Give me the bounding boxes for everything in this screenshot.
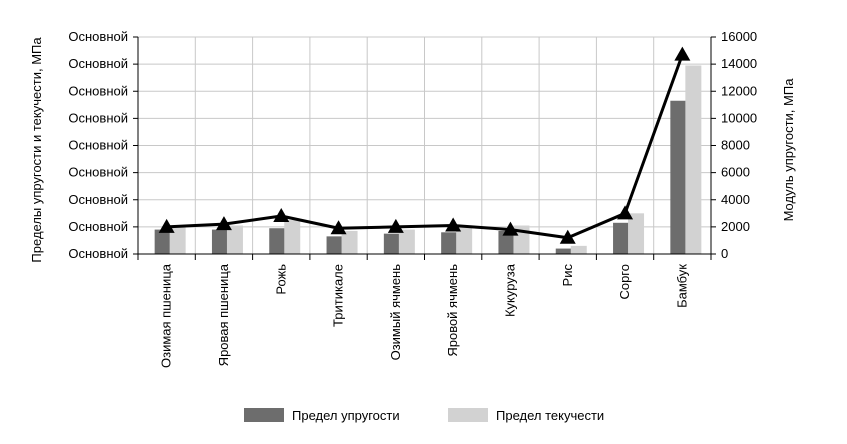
legend-label-elastic-limit: Предел упругости <box>292 408 400 423</box>
bar-elastic-limit <box>441 232 458 254</box>
category-label: Озимая пшеница <box>159 263 174 368</box>
modulus-marker <box>215 216 232 231</box>
category-label: Сорго <box>617 264 632 300</box>
right-tick-label: 8000 <box>721 138 750 153</box>
modulus-marker <box>674 46 691 61</box>
bar-elastic-limit <box>154 229 171 254</box>
bar-yield-strength <box>456 225 473 254</box>
right-tick-label: 10000 <box>721 110 757 125</box>
left-tick-label: Основной <box>68 56 128 71</box>
bar-yield-strength <box>341 230 358 254</box>
modulus-marker <box>158 218 175 233</box>
left-axis-title: Пределы упругости и текучести, МПа <box>29 37 44 263</box>
category-label: Яровой ячмень <box>445 264 460 357</box>
right-tick-label: 6000 <box>721 165 750 180</box>
left-tick-label: Основной <box>68 165 128 180</box>
bar-yield-strength <box>226 225 243 254</box>
modulus-marker <box>387 218 404 233</box>
right-tick-label: 12000 <box>721 83 757 98</box>
category-label: Озимый ячмень <box>388 264 403 361</box>
bar-elastic-limit <box>498 230 515 254</box>
bar-elastic-limit <box>326 236 343 254</box>
bar-elastic-limit <box>211 229 228 254</box>
category-label: Бамбук <box>674 264 689 308</box>
right-tick-label: 14000 <box>721 56 757 71</box>
left-axis-ticks: Основной Основной Основной Основной Основной… <box>68 29 128 261</box>
bar-yield-strength <box>628 213 645 254</box>
bar-elastic-limit <box>555 248 572 254</box>
right-tick-label: 2000 <box>721 219 750 234</box>
modulus-marker <box>559 229 576 244</box>
modulus-marker <box>330 220 347 235</box>
bar-elastic-limit <box>670 100 687 255</box>
category-label: Яровая пшеница <box>216 263 231 366</box>
left-tick-label: Основной <box>68 219 128 234</box>
bar-series <box>154 65 702 255</box>
left-tick-label: Основной <box>68 246 128 261</box>
left-tick-label: Основной <box>68 192 128 207</box>
category-label: Тритикале <box>331 264 346 327</box>
modulus-marker <box>617 205 634 220</box>
bar-elastic-limit <box>383 233 400 254</box>
modulus-marker <box>502 221 519 236</box>
modulus-line <box>166 54 684 240</box>
axes <box>133 36 716 260</box>
bar-yield-strength <box>284 220 301 254</box>
right-axis-title: Модуль упругости, МПа <box>781 78 796 222</box>
bar-elastic-limit <box>269 228 286 254</box>
bar-yield-strength <box>685 65 702 254</box>
right-tick-label: 4000 <box>721 192 750 207</box>
left-tick-label: Основной <box>68 83 128 98</box>
legend-swatch-elastic-limit <box>244 408 284 422</box>
bar-yield-strength <box>398 229 415 254</box>
legend: Предел упругости Предел текучести <box>244 408 604 423</box>
bar-yield-strength <box>570 245 587 254</box>
category-label: Кукуруза <box>502 263 517 317</box>
modulus-marker <box>445 217 462 232</box>
bar-elastic-limit <box>613 222 630 254</box>
legend-swatch-yield-strength <box>448 408 488 422</box>
modulus-marker <box>273 208 290 223</box>
left-tick-label: Основной <box>68 110 128 125</box>
right-tick-label: 0 <box>721 246 728 261</box>
left-tick-label: Основной <box>68 138 128 153</box>
right-tick-label: 16000 <box>721 29 757 44</box>
category-labels: Озимая пшеница Яровая пшеница Рожь Тритикал… <box>159 263 690 368</box>
category-label: Рожь <box>273 264 288 295</box>
category-label: Рис <box>560 264 575 287</box>
grid-lines <box>138 36 711 254</box>
right-axis-ticks: 0 2000 4000 6000 8000 10000 12000 14000 16000 <box>721 29 757 261</box>
line-series <box>158 46 691 244</box>
left-tick-label: Основной <box>68 29 128 44</box>
legend-label-yield-strength: Предел текучести <box>496 408 604 423</box>
